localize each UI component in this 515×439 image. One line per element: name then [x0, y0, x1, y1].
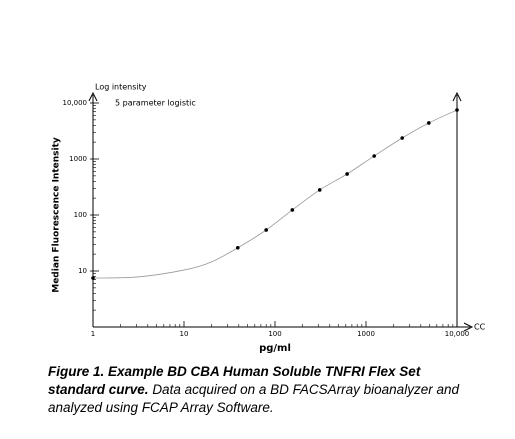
point: [455, 108, 459, 112]
x-tick-label: 10,000: [445, 330, 470, 338]
x-tick-label: 1000: [357, 330, 375, 338]
arrow: [463, 322, 474, 332]
annotation: 5 parameter logistic: [115, 99, 196, 108]
point: [317, 188, 322, 192]
x-axis-label: pg/ml: [259, 343, 291, 354]
caption: Figure 1. Example BD CBA Human Soluble T…: [48, 363, 468, 417]
y-tick-label: 10: [78, 267, 87, 275]
y-tick-label: 1000: [69, 155, 87, 163]
point: [427, 121, 431, 125]
y-axis-label: Median Fluorescence Intensity: [52, 137, 62, 293]
x-tick-label: 10: [180, 330, 189, 338]
annotation: Log intensity: [95, 83, 147, 92]
point: [235, 245, 240, 250]
caption-bold: Figure 1. Example BD CBA Human Soluble T…: [48, 364, 421, 397]
point: [400, 136, 405, 140]
caption-text: Data acquired on a BD FACSArray bioanaly…: [48, 382, 459, 415]
y-tick-label: 10,000: [63, 99, 88, 107]
x-tick-label: 100: [268, 330, 281, 338]
point: [91, 276, 95, 280]
point: [290, 208, 295, 212]
arrow: [452, 91, 462, 102]
x-axis-end-label: CC: [474, 323, 486, 332]
x-tick-label: 1: [91, 330, 95, 338]
y-tick-label: 100: [74, 211, 87, 219]
point: [264, 228, 268, 232]
chart: Log intensity 5 parameter logistic Media…: [52, 83, 486, 355]
fit-curve: [92, 109, 458, 279]
point: [345, 172, 349, 176]
arrow: [88, 91, 98, 102]
point: [372, 154, 376, 158]
